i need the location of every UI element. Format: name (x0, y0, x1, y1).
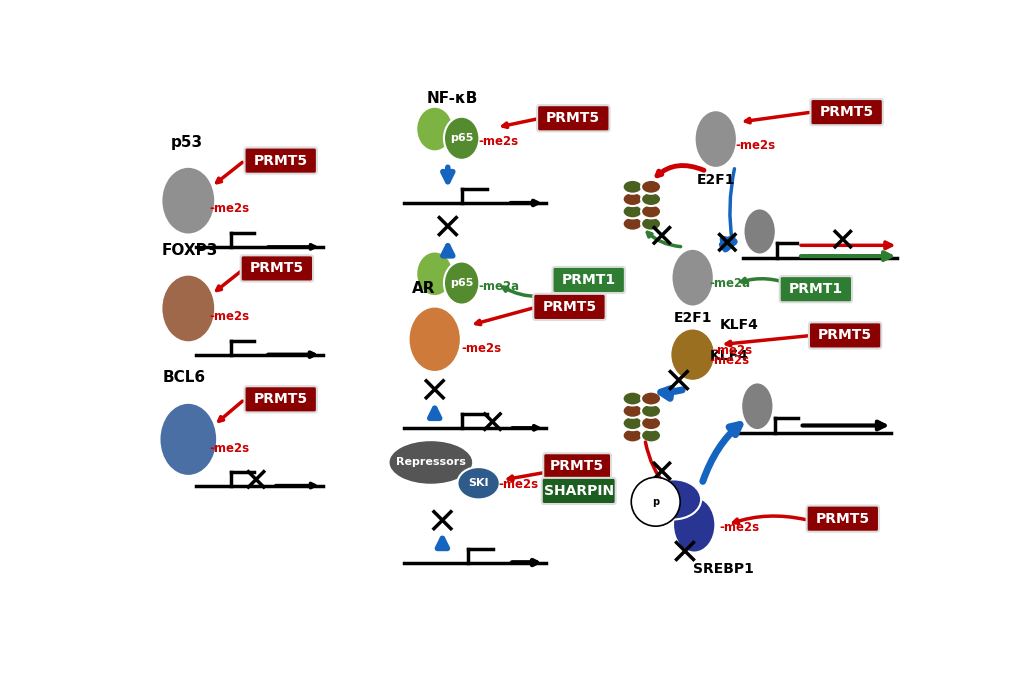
Text: SHARPIN: SHARPIN (544, 484, 613, 498)
Text: -me2s: -me2s (499, 478, 539, 491)
Text: p: p (652, 497, 659, 507)
Text: NF-κB: NF-κB (427, 91, 478, 106)
FancyBboxPatch shape (553, 267, 625, 293)
Ellipse shape (641, 205, 662, 218)
Text: -me2a: -me2a (710, 277, 751, 290)
Ellipse shape (623, 392, 643, 406)
Ellipse shape (623, 205, 643, 218)
Text: PRMT5: PRMT5 (254, 393, 308, 406)
Ellipse shape (641, 429, 662, 443)
Text: p65: p65 (450, 133, 473, 143)
Ellipse shape (741, 382, 773, 430)
Text: -me2s: -me2s (478, 135, 519, 148)
Text: AR: AR (412, 281, 435, 296)
Ellipse shape (162, 274, 215, 342)
Text: E2F1: E2F1 (674, 311, 712, 326)
Ellipse shape (646, 479, 701, 519)
Ellipse shape (641, 392, 662, 406)
Ellipse shape (672, 249, 714, 306)
Text: Repressors: Repressors (396, 458, 466, 467)
Text: PRMT1: PRMT1 (788, 282, 843, 296)
Text: SREBP1: SREBP1 (692, 562, 754, 575)
Ellipse shape (409, 306, 461, 372)
FancyBboxPatch shape (542, 478, 615, 504)
Text: PRMT5: PRMT5 (546, 111, 600, 125)
Ellipse shape (458, 467, 500, 499)
FancyBboxPatch shape (241, 255, 313, 282)
Ellipse shape (623, 429, 643, 443)
Text: p65: p65 (450, 278, 473, 288)
Ellipse shape (623, 217, 643, 231)
Text: SKI: SKI (468, 478, 488, 488)
Ellipse shape (641, 192, 662, 206)
Text: -me2s: -me2s (210, 202, 250, 215)
Text: PRMT5: PRMT5 (254, 154, 308, 168)
Text: -me2s: -me2s (210, 442, 250, 455)
Ellipse shape (388, 440, 473, 485)
Text: PRMT5: PRMT5 (550, 460, 604, 473)
FancyBboxPatch shape (807, 505, 879, 531)
Text: FOXP3: FOXP3 (162, 243, 218, 258)
Text: PRMT5: PRMT5 (543, 300, 597, 314)
Ellipse shape (743, 209, 776, 254)
Text: -me2a: -me2a (478, 280, 520, 293)
FancyBboxPatch shape (245, 386, 316, 412)
Text: -me2s: -me2s (710, 354, 750, 367)
FancyBboxPatch shape (245, 148, 316, 174)
Text: -me2s: -me2s (462, 342, 502, 355)
FancyBboxPatch shape (809, 322, 882, 349)
Ellipse shape (416, 107, 454, 151)
Ellipse shape (623, 417, 643, 430)
Text: BCL6: BCL6 (163, 369, 206, 384)
Text: -me2s: -me2s (210, 310, 250, 323)
Ellipse shape (641, 180, 662, 194)
Text: PRMT5: PRMT5 (819, 105, 873, 119)
Text: PRMT5: PRMT5 (250, 261, 304, 276)
FancyBboxPatch shape (779, 276, 852, 302)
Text: KLF4: KLF4 (720, 318, 759, 332)
Text: -me2s: -me2s (735, 139, 775, 152)
Ellipse shape (641, 404, 662, 418)
Ellipse shape (444, 117, 479, 160)
Ellipse shape (671, 328, 715, 381)
Ellipse shape (641, 417, 662, 430)
Ellipse shape (623, 192, 643, 206)
Text: KLF4: KLF4 (710, 349, 749, 363)
FancyBboxPatch shape (534, 294, 605, 320)
Ellipse shape (623, 404, 643, 418)
Ellipse shape (444, 261, 479, 304)
Ellipse shape (416, 252, 454, 296)
Ellipse shape (673, 497, 716, 553)
FancyBboxPatch shape (544, 453, 611, 479)
Text: E2F1: E2F1 (696, 173, 735, 187)
Ellipse shape (694, 110, 737, 168)
Text: PRMT1: PRMT1 (561, 273, 615, 287)
Text: PRMT5: PRMT5 (816, 512, 869, 526)
FancyBboxPatch shape (538, 105, 609, 131)
FancyBboxPatch shape (810, 99, 883, 125)
Text: -me2s: -me2s (720, 521, 760, 534)
Ellipse shape (623, 180, 643, 194)
Text: -me2s: -me2s (712, 344, 752, 357)
Ellipse shape (641, 217, 662, 231)
Ellipse shape (162, 167, 215, 235)
Text: PRMT5: PRMT5 (818, 328, 872, 343)
Ellipse shape (160, 403, 217, 476)
Text: p53: p53 (171, 135, 203, 150)
